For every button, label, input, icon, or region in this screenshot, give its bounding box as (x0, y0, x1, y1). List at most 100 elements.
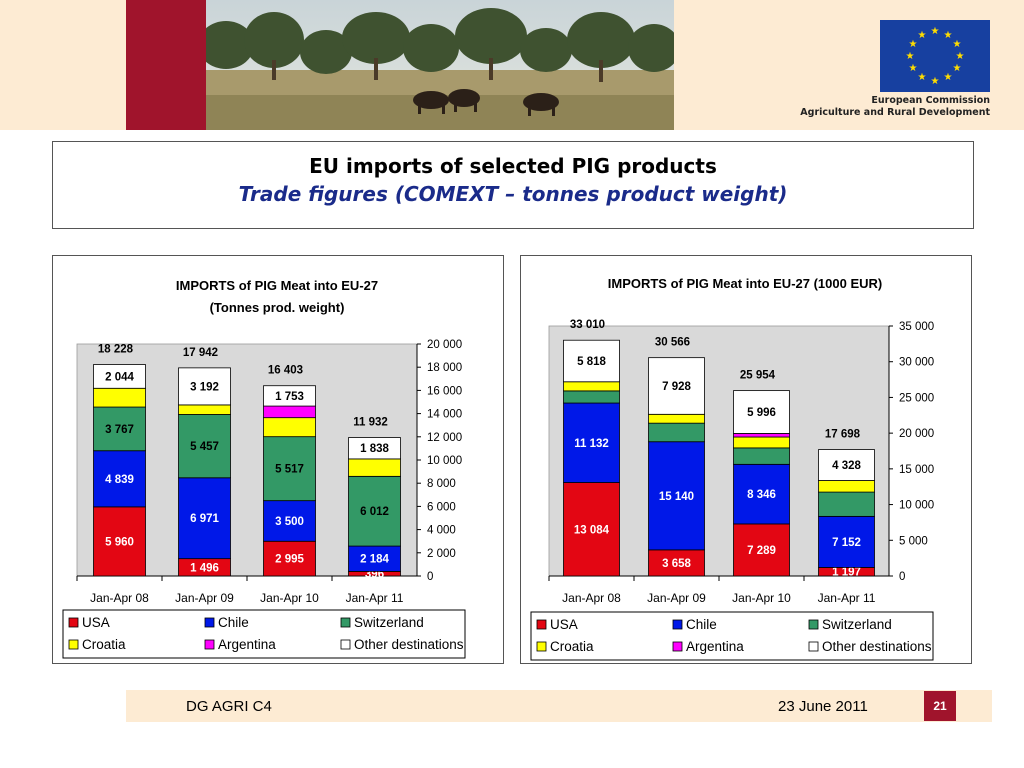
data-label-switzerland: 6 012 (360, 506, 389, 518)
y-tick-label: 0 (899, 571, 905, 583)
bar-chile (93, 450, 146, 508)
data-label-other-destinations: 3 192 (190, 381, 219, 393)
legend-swatch-usa (68, 617, 79, 628)
bar-chile (818, 515, 875, 568)
footer-bar: DG AGRI C4 23 June 2011 21 (126, 690, 992, 722)
x-tick-label: Jan-Apr 10 (260, 591, 319, 605)
total-label: 18 228 (98, 344, 134, 356)
data-label-usa: 5 960 (105, 536, 134, 548)
x-tick-label: Jan-Apr 10 (732, 591, 791, 605)
slide-title-box: EU imports of selected PIG products Trad… (52, 141, 974, 229)
svg-text:★: ★ (953, 39, 962, 50)
data-label-chile: 4 839 (105, 474, 134, 486)
svg-text:★: ★ (918, 30, 927, 41)
header-accent-bar (126, 0, 206, 130)
eu-flag-icon: ★ ★ ★ ★ ★ ★ ★ ★ ★ ★ ★ ★ (880, 20, 990, 92)
data-label-chile: 15 140 (659, 491, 694, 503)
legend-swatch-chile (204, 617, 215, 628)
bar-chile (263, 500, 316, 542)
bar-croatia (178, 404, 231, 415)
y-tick-label: 25 000 (899, 392, 934, 404)
data-label-other-destinations: 4 328 (832, 460, 861, 472)
data-label-chile: 6 971 (190, 513, 219, 525)
bar-argentina (263, 405, 316, 419)
legend-box (530, 611, 934, 661)
bar-croatia (563, 381, 620, 392)
legend-swatch-switzerland (808, 619, 819, 630)
y-tick-label: 10 000 (427, 455, 462, 467)
y-tick-label: 15 000 (899, 464, 934, 476)
legend-label-usa: USA (550, 617, 578, 632)
legend-label-croatia: Croatia (550, 639, 594, 654)
bar-switzerland (178, 414, 231, 479)
bar-other-destinations (648, 357, 705, 415)
bar-switzerland (648, 422, 705, 443)
bar-usa (93, 506, 146, 577)
data-label-chile: 11 132 (574, 438, 609, 450)
bar-chile (563, 402, 620, 483)
data-label-usa: 1 496 (190, 562, 219, 574)
legend-swatch-croatia (536, 641, 547, 652)
svg-text:★: ★ (909, 39, 918, 50)
chart-title: IMPORTS of PIG Meat into EU-27 (176, 278, 378, 293)
data-label-switzerland: 5 457 (190, 441, 219, 453)
data-label-usa: 3 658 (662, 558, 691, 570)
y-tick-label: 12 000 (427, 432, 462, 444)
total-label: 17 698 (825, 429, 861, 441)
legend: USA Chile Switzerland Croatia Argentina Other… (62, 609, 466, 659)
bar-croatia (818, 480, 875, 493)
legend-swatch-chile (672, 619, 683, 630)
legend-box (62, 609, 466, 659)
slide-title: EU imports of selected PIG products (309, 154, 717, 178)
x-tick-label: Jan-Apr 11 (818, 591, 876, 605)
bar-argentina (733, 433, 790, 438)
legend-swatch-usa (536, 619, 547, 630)
x-tick-label: Jan-Apr 11 (346, 591, 404, 605)
bar-switzerland (263, 436, 316, 502)
total-label: 33 010 (570, 319, 605, 331)
bar-switzerland (563, 390, 620, 404)
total-label: 25 954 (740, 370, 776, 382)
legend-label-switzerland: Switzerland (354, 615, 424, 630)
legend: USA Chile Switzerland Croatia Argentina Other… (530, 611, 934, 661)
bar-other-destinations (178, 367, 231, 406)
page-number: 21 (924, 691, 956, 721)
y-tick-label: 20 000 (899, 428, 934, 440)
bar-switzerland (733, 447, 790, 465)
bar-switzerland (93, 406, 146, 452)
legend-swatch-argentina (204, 639, 215, 650)
y-tick-label: 16 000 (427, 385, 462, 397)
x-tick-label: Jan-Apr 08 (90, 591, 149, 605)
x-tick-label: Jan-Apr 09 (175, 591, 234, 605)
legend-label-chile: Chile (686, 617, 717, 632)
total-label: 17 942 (183, 347, 218, 359)
data-label-chile: 2 184 (360, 554, 389, 566)
slide-subtitle: Trade figures (COMEXT – tonnes product w… (238, 182, 788, 206)
svg-text:★: ★ (944, 30, 953, 41)
legend-swatch-other-destinations (808, 641, 819, 652)
data-label-other-destinations: 5 818 (577, 356, 606, 368)
total-label: 16 403 (268, 365, 303, 377)
bar-croatia (648, 413, 705, 424)
y-tick-label: 30 000 (899, 357, 934, 369)
bar-usa (563, 482, 620, 577)
y-tick-label: 6 000 (427, 501, 456, 513)
x-tick-label: Jan-Apr 08 (562, 591, 621, 605)
svg-text:★: ★ (944, 72, 953, 83)
data-label-switzerland: 3 767 (105, 424, 134, 436)
data-label-other-destinations: 7 928 (662, 381, 691, 393)
data-label-chile: 3 500 (275, 516, 304, 528)
svg-text:★: ★ (909, 63, 918, 74)
bar-usa (733, 523, 790, 577)
y-tick-label: 2 000 (427, 548, 456, 560)
org-line-1: European Commission (871, 95, 990, 106)
chart-subtitle: (Tonnes prod. weight) (210, 300, 345, 315)
data-label-switzerland: 5 517 (275, 464, 304, 476)
svg-text:★: ★ (953, 63, 962, 74)
y-tick-label: 0 (427, 571, 433, 583)
legend-swatch-switzerland (340, 617, 351, 628)
total-label: 30 566 (655, 337, 690, 349)
footer-date: 23 June 2011 (778, 698, 868, 715)
legend-label-argentina: Argentina (686, 639, 744, 654)
svg-text:★: ★ (931, 76, 940, 87)
